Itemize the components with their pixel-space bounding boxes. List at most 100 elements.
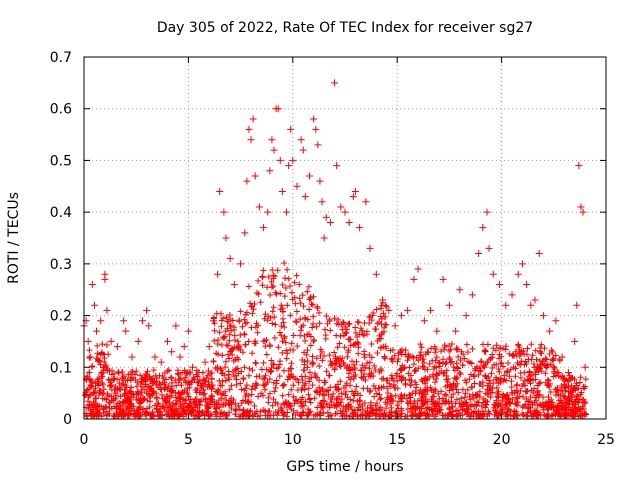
band-marker xyxy=(133,410,140,417)
band-marker xyxy=(461,407,468,414)
data-point xyxy=(410,275,418,283)
band-marker xyxy=(211,327,218,334)
band-marker xyxy=(546,351,553,358)
band-marker xyxy=(285,391,292,398)
data-point xyxy=(285,162,293,170)
band-marker xyxy=(446,347,453,354)
x-tick-label: 15 xyxy=(388,432,406,448)
band-marker xyxy=(353,383,360,390)
band-marker xyxy=(307,399,314,406)
band-marker xyxy=(382,405,389,412)
band-marker xyxy=(305,391,312,398)
band-marker xyxy=(290,382,297,389)
band-marker xyxy=(269,361,276,368)
band-marker xyxy=(489,365,496,372)
band-marker xyxy=(490,345,497,352)
band-marker xyxy=(521,377,528,384)
band-marker xyxy=(408,372,415,379)
band-marker xyxy=(547,361,554,368)
band-marker xyxy=(483,375,490,382)
band-marker xyxy=(520,412,527,418)
data-point xyxy=(278,187,286,195)
data-point xyxy=(518,260,526,268)
band-marker xyxy=(238,386,245,393)
band-marker xyxy=(357,367,364,374)
band-marker xyxy=(85,405,92,412)
band-marker xyxy=(343,412,350,419)
band-marker xyxy=(510,351,517,358)
band-marker xyxy=(84,413,91,420)
band-marker xyxy=(335,316,342,323)
band-marker xyxy=(283,355,290,362)
band-marker xyxy=(515,342,522,349)
band-marker xyxy=(279,392,286,399)
band-marker xyxy=(395,356,402,363)
band-marker xyxy=(497,400,504,407)
band-marker xyxy=(393,372,400,379)
band-marker xyxy=(419,363,426,370)
band-marker xyxy=(501,376,508,383)
band-marker xyxy=(274,267,281,274)
band-marker xyxy=(519,404,526,411)
band-marker xyxy=(338,390,345,397)
band-marker xyxy=(445,398,452,405)
band-marker xyxy=(228,345,235,352)
band-marker xyxy=(222,364,229,371)
band-marker xyxy=(310,338,317,345)
band-marker xyxy=(213,413,220,420)
band-marker xyxy=(121,392,128,399)
band-marker xyxy=(359,403,366,410)
band-marker xyxy=(149,411,156,418)
band-marker xyxy=(577,379,584,386)
band-marker xyxy=(378,331,385,338)
band-marker xyxy=(442,383,449,390)
band-marker xyxy=(232,367,239,374)
band-marker xyxy=(459,386,466,393)
band-marker xyxy=(322,326,329,333)
band-marker xyxy=(233,406,240,413)
band-marker xyxy=(449,404,455,411)
band-marker xyxy=(543,356,550,363)
band-marker xyxy=(262,372,269,379)
band-marker xyxy=(216,329,223,336)
band-marker xyxy=(267,292,274,299)
band-marker xyxy=(270,275,277,282)
band-marker xyxy=(574,392,581,399)
band-marker xyxy=(213,388,220,395)
band-marker xyxy=(184,403,191,410)
band-marker xyxy=(414,398,421,405)
band-marker xyxy=(105,351,112,358)
band-marker xyxy=(392,409,399,416)
band-marker xyxy=(255,393,262,400)
band-marker xyxy=(337,378,344,385)
band-marker xyxy=(316,384,323,391)
band-marker xyxy=(147,385,154,392)
data-point xyxy=(128,353,136,361)
band-marker xyxy=(297,332,304,339)
band-marker xyxy=(106,399,113,406)
band-marker xyxy=(462,377,469,384)
band-marker xyxy=(488,370,495,377)
band-marker xyxy=(319,348,326,355)
band-marker xyxy=(267,314,274,321)
band-marker xyxy=(382,321,389,328)
band-marker xyxy=(556,402,563,409)
band-marker xyxy=(569,407,576,414)
band-marker xyxy=(382,343,389,350)
band-marker xyxy=(269,320,276,327)
band-marker xyxy=(334,381,341,388)
band-marker xyxy=(339,326,346,333)
band-marker xyxy=(102,362,109,369)
band-marker xyxy=(251,403,258,410)
band-marker xyxy=(436,403,443,410)
band-marker xyxy=(143,390,150,397)
data-point xyxy=(176,353,184,361)
data-point xyxy=(351,187,359,195)
band-marker xyxy=(260,338,267,345)
band-marker xyxy=(321,398,328,405)
band-marker xyxy=(533,356,540,363)
x-axis-ticks: 0 5 10 15 20 25 xyxy=(80,57,615,448)
data-point xyxy=(268,136,276,144)
band-marker xyxy=(514,402,521,409)
band-marker xyxy=(548,347,555,354)
